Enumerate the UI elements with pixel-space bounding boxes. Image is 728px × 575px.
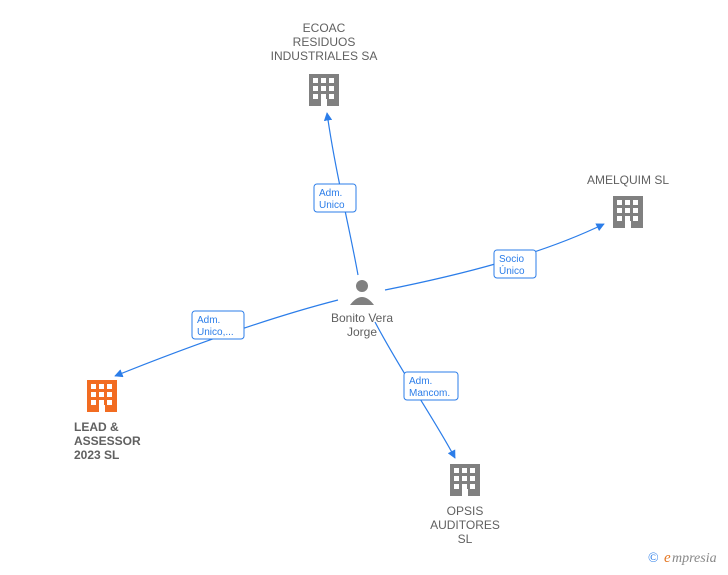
node-label-opsis: OPSIS <box>447 504 484 518</box>
node-label-ecoac: ECOAC <box>303 21 346 35</box>
node-label-ecoac: RESIDUOS <box>293 35 356 49</box>
node-label-opsis: SL <box>458 532 473 546</box>
building-icon-opsis <box>450 464 480 496</box>
center-label: Bonito Vera <box>331 311 393 325</box>
edge-label-ecoac: Adm.Unico <box>314 184 356 212</box>
node-label-ecoac: INDUSTRIALES SA <box>271 49 378 63</box>
edge-label-text: Unico <box>319 200 345 211</box>
watermark-logo-rest: mpresia <box>672 551 717 566</box>
person-icon <box>350 280 374 305</box>
building-icon-amelquim <box>613 196 643 228</box>
edge-label-amelquim: SocioÚnico <box>494 250 536 278</box>
edge-label-text: Unico,... <box>197 327 234 338</box>
edge-label-lead: Adm.Unico,... <box>192 311 244 339</box>
edge-label-text: Mancom. <box>409 388 450 399</box>
node-label-lead: LEAD & <box>74 420 119 434</box>
network-diagram: Adm.UnicoSocioÚnicoAdm.Mancom.Adm.Unico,… <box>0 0 728 575</box>
copyright-symbol: © <box>648 551 659 566</box>
building-icon-ecoac <box>309 74 339 106</box>
edge-label-text: Socio <box>499 254 524 265</box>
watermark-logo-e: e <box>664 550 671 566</box>
center-label: Jorge <box>347 325 377 339</box>
building-icon-lead <box>87 380 117 412</box>
node-label-lead: 2023 SL <box>74 448 119 462</box>
edge-label-text: Único <box>499 264 525 277</box>
edge-label-text: Adm. <box>319 188 342 199</box>
node-label-lead: ASSESSOR <box>74 434 141 448</box>
edge-label-opsis: Adm.Mancom. <box>404 372 458 400</box>
edge-label-text: Adm. <box>197 315 220 326</box>
node-label-opsis: AUDITORES <box>430 518 500 532</box>
edge-label-text: Adm. <box>409 376 432 387</box>
node-label-amelquim: AMELQUIM SL <box>587 173 669 187</box>
